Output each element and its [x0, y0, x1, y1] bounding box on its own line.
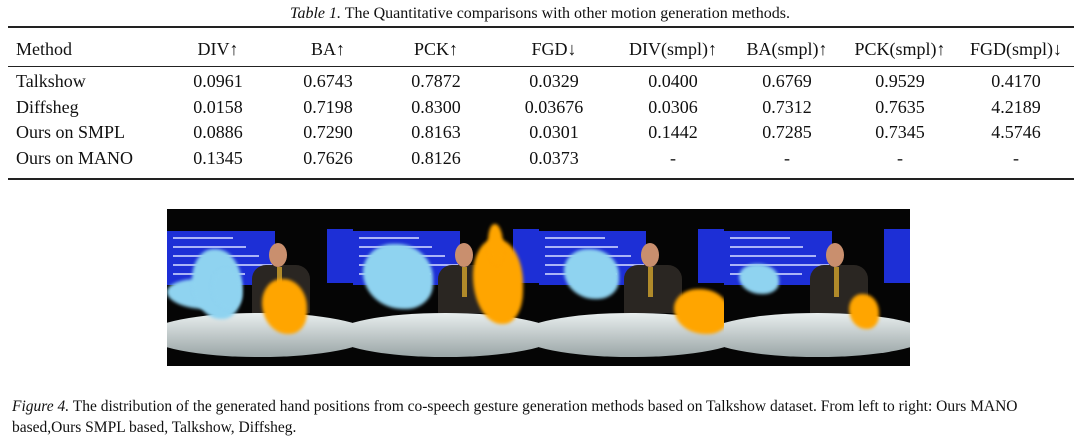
presenter-head [826, 243, 845, 267]
column-header: PCK↑ [413, 38, 458, 59]
column-header: FGD↓ [531, 38, 577, 59]
right-hand-distribution [487, 224, 503, 264]
value-cell: 4.2189 [991, 96, 1041, 117]
column-header: FGD(smpl)↓ [969, 38, 1062, 59]
table-row: Diffsheg 0.0158 0.7198 0.8300 0.03676 0.0306 0… [8, 95, 1074, 121]
screen-text [544, 237, 605, 239]
value-cell: 0.8126 [411, 147, 461, 168]
left-hand-distribution [212, 269, 242, 309]
value-cell: 0.03676 [524, 96, 584, 117]
presentation-screen [698, 229, 725, 283]
value-cell: 0.0306 [648, 96, 698, 117]
value-cell: 0.7198 [303, 96, 353, 117]
column-header: DIV(smpl)↑ [629, 38, 717, 59]
table-caption: Table 1. The Quantitative comparisons wi… [0, 5, 1080, 23]
value-cell: 4.5746 [991, 122, 1041, 143]
value-cell: 0.0301 [529, 122, 579, 143]
presenter-tie [648, 267, 654, 297]
table-caption-text: The Quantitative comparisons with other … [341, 5, 790, 22]
value-cell: 0.0400 [648, 71, 698, 92]
left-hand-distribution [362, 244, 433, 309]
value-cell: 0.8163 [411, 122, 461, 143]
column-header: Method [16, 38, 72, 59]
desk [724, 313, 910, 357]
value-cell: - [784, 147, 790, 168]
hand-distribution-figure [167, 209, 910, 366]
value-cell: 0.4170 [991, 71, 1041, 92]
figure-caption-text: The distribution of the generated hand p… [12, 398, 1018, 436]
presenter-tie [462, 267, 468, 297]
value-cell: 0.6743 [303, 71, 353, 92]
value-cell: 0.7635 [875, 96, 925, 117]
bottom-rule [8, 178, 1074, 180]
value-cell: 0.6769 [762, 71, 812, 92]
value-cell: 0.7626 [303, 147, 353, 168]
value-cell: 0.0961 [193, 71, 243, 92]
screen-text [358, 237, 419, 239]
column-header: BA(smpl)↑ [746, 38, 828, 59]
figure-caption: Figure 4. The distribution of the genera… [12, 396, 1072, 438]
figure-panel [538, 209, 725, 366]
screen-text [730, 246, 804, 248]
screen-text [730, 237, 791, 239]
value-cell: - [1013, 147, 1019, 168]
header-rule [8, 66, 1074, 67]
screen-text [173, 246, 246, 248]
value-cell: 0.8300 [411, 96, 461, 117]
presentation-screen [884, 229, 910, 283]
method-cell: Diffsheg [16, 96, 79, 117]
figure-caption-label: Figure 4. [12, 398, 70, 415]
method-cell: Ours on SMPL [16, 122, 126, 143]
value-cell: 0.7872 [411, 71, 461, 92]
value-cell: 0.7312 [762, 96, 812, 117]
figure-panel [724, 209, 910, 366]
top-rule [8, 26, 1074, 28]
value-cell: 0.7285 [762, 122, 812, 143]
presentation-screen [326, 229, 353, 283]
screen-text [173, 237, 233, 239]
method-cell: Ours on MANO [16, 147, 133, 168]
left-hand-distribution [739, 264, 780, 294]
value-cell: 0.0329 [529, 71, 579, 92]
column-header: PCK(smpl)↑ [854, 38, 946, 59]
figure-panel [167, 209, 353, 366]
table-caption-label: Table 1. [290, 5, 342, 22]
table-row: Talkshow 0.0961 0.6743 0.7872 0.0329 0.0400 0.… [8, 69, 1074, 95]
right-hand-distribution [262, 279, 307, 334]
presenter-head [269, 243, 288, 267]
right-hand-distribution [849, 294, 880, 329]
header-row: Method DIV↑ BA↑ PCK↑ FGD↓ DIV(smpl)↑ BA(smpl)↑… [8, 33, 1074, 65]
presenter-tie [833, 267, 839, 297]
value-cell: 0.0373 [529, 147, 579, 168]
value-cell: 0.9529 [875, 71, 925, 92]
value-cell: - [897, 147, 903, 168]
value-cell: 0.1345 [193, 147, 243, 168]
left-hand-distribution [563, 249, 619, 299]
column-header: DIV↑ [197, 38, 239, 59]
screen-text [730, 264, 830, 266]
presenter-head [640, 243, 659, 267]
value-cell: 0.7290 [303, 122, 353, 143]
table-row: Ours on MANO 0.1345 0.7626 0.8126 0.0373 - - - - [8, 146, 1074, 172]
presenter-head [454, 243, 473, 267]
screen-text [544, 246, 618, 248]
screen-text [730, 255, 817, 257]
value-cell: - [670, 147, 676, 168]
comparison-table: Method DIV↑ BA↑ PCK↑ FGD↓ DIV(smpl)↑ BA(smpl)↑… [8, 33, 1074, 171]
value-cell: 0.1442 [648, 122, 698, 143]
value-cell: 0.7345 [875, 122, 925, 143]
figure-panel [352, 209, 539, 366]
column-header: BA↑ [310, 38, 345, 59]
desk [167, 313, 353, 357]
value-cell: 0.0158 [193, 96, 243, 117]
method-cell: Talkshow [16, 71, 86, 92]
table-row: Ours on SMPL 0.0886 0.7290 0.8163 0.0301 0.14… [8, 120, 1074, 146]
value-cell: 0.0886 [193, 122, 243, 143]
